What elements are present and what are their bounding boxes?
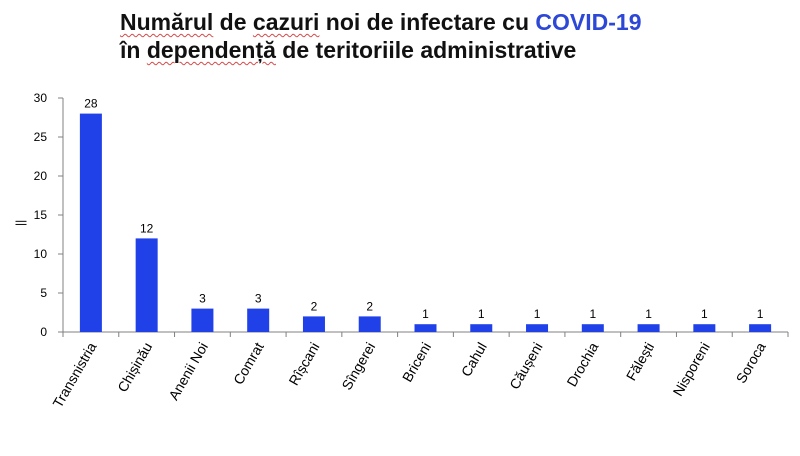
category-label: Sîngerei [338,340,378,393]
data-labels: 28 12 3 3 2 2 1 1 1 1 1 1 1 [84,97,764,322]
data-label: 1 [422,307,429,321]
category-label: Anenii Noi [165,340,211,403]
chart-title: Numărul de cazuri noi de infectare cu CO… [120,8,760,64]
data-label: 2 [311,299,318,313]
bar [414,324,437,332]
category-label: Drochia [563,339,601,389]
bar [637,324,660,332]
title-text-de: de [213,9,253,35]
chart-title-line-1: Numărul de cazuri noi de infectare cu CO… [120,8,760,36]
category-labels: Transnistria Chișinău Anenii Noi Comrat Rîșc… [49,339,769,410]
y-axis: 0 5 10 15 20 25 30 [34,91,64,339]
category-label: Căușeni [506,340,546,392]
title-text-in: în [120,37,147,63]
y-tick-label: 30 [34,91,48,105]
data-label: 1 [589,307,596,321]
title-word-dependenta: dependență [146,37,276,63]
category-label: Comrat [230,339,267,387]
title-word-numarul: Numărul [120,9,214,35]
data-label: 28 [84,97,98,111]
bar [302,316,325,332]
category-label: Fălești [623,340,657,384]
y-tick-label: 5 [40,286,47,300]
bar [358,316,381,332]
x-axis [62,331,789,337]
y-axis-label-glyph: || [13,220,27,226]
data-label: 2 [366,299,373,313]
title-text-teritoriile: de teritoriile administrative [275,37,577,63]
data-label: 1 [701,307,708,321]
bar [693,324,716,332]
y-tick-label: 20 [34,169,48,183]
bar [247,308,270,332]
y-tick-label: 25 [34,130,48,144]
bar [79,113,102,332]
category-label: Rîșcani [285,340,322,388]
data-label: 12 [140,221,154,235]
chart-title-line-2: în dependență de teritoriile administrat… [120,36,760,64]
title-text-infectare: noi de infectare cu [319,9,536,35]
data-label: 3 [255,292,262,306]
title-covid-highlight: COVID-19 [535,9,642,35]
category-label: Soroca [733,339,769,386]
bar [526,324,549,332]
bar [191,308,214,332]
category-label: Chișinău [114,340,155,395]
category-label: Cahul [458,340,490,380]
bar [135,238,158,332]
bar [470,324,493,332]
y-tick-label: 10 [34,247,48,261]
category-label: Nisporeni [670,340,713,399]
category-label: Briceni [399,340,434,385]
data-label: 1 [478,307,485,321]
data-label: 1 [534,307,541,321]
bar [581,324,604,332]
title-word-cazuri: cazuri [252,9,320,35]
bars [79,113,772,332]
category-label: Transnistria [49,339,99,410]
data-label: 3 [199,292,206,306]
y-tick-label: 0 [40,325,47,339]
data-label: 1 [645,307,652,321]
y-tick-label: 15 [34,208,48,222]
data-label: 1 [757,307,764,321]
bar [749,324,772,332]
